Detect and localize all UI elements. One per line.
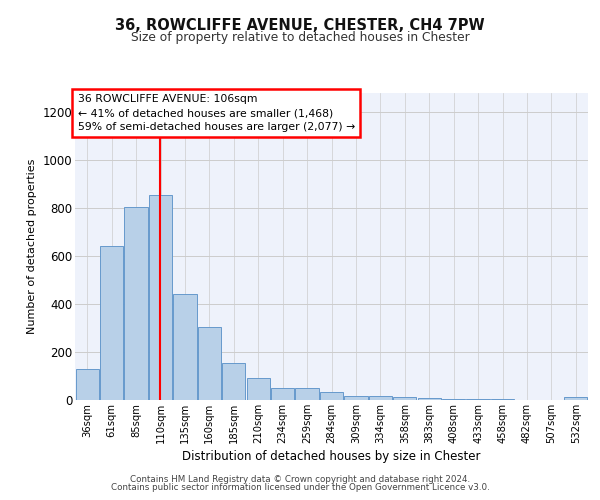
Bar [149,194,172,400]
Text: Contains HM Land Registry data © Crown copyright and database right 2024.: Contains HM Land Registry data © Crown c… [130,475,470,484]
Bar [271,388,294,400]
Bar [344,396,368,400]
Bar [124,206,148,400]
Bar [100,246,123,400]
Bar [198,326,221,400]
Bar [564,397,587,400]
Text: 36 ROWCLIFFE AVENUE: 106sqm
← 41% of detached houses are smaller (1,468)
59% of : 36 ROWCLIFFE AVENUE: 106sqm ← 41% of det… [77,94,355,132]
Bar [222,363,245,400]
Bar [173,294,197,400]
X-axis label: Distribution of detached houses by size in Chester: Distribution of detached houses by size … [182,450,481,463]
Bar [247,378,270,400]
Bar [442,399,465,400]
Text: 36, ROWCLIFFE AVENUE, CHESTER, CH4 7PW: 36, ROWCLIFFE AVENUE, CHESTER, CH4 7PW [115,18,485,32]
Bar [418,398,441,400]
Bar [295,388,319,400]
Y-axis label: Number of detached properties: Number of detached properties [27,158,37,334]
Bar [320,392,343,400]
Bar [369,396,392,400]
Bar [393,397,416,400]
Text: Contains public sector information licensed under the Open Government Licence v3: Contains public sector information licen… [110,484,490,492]
Text: Size of property relative to detached houses in Chester: Size of property relative to detached ho… [131,31,469,44]
Bar [76,369,99,400]
